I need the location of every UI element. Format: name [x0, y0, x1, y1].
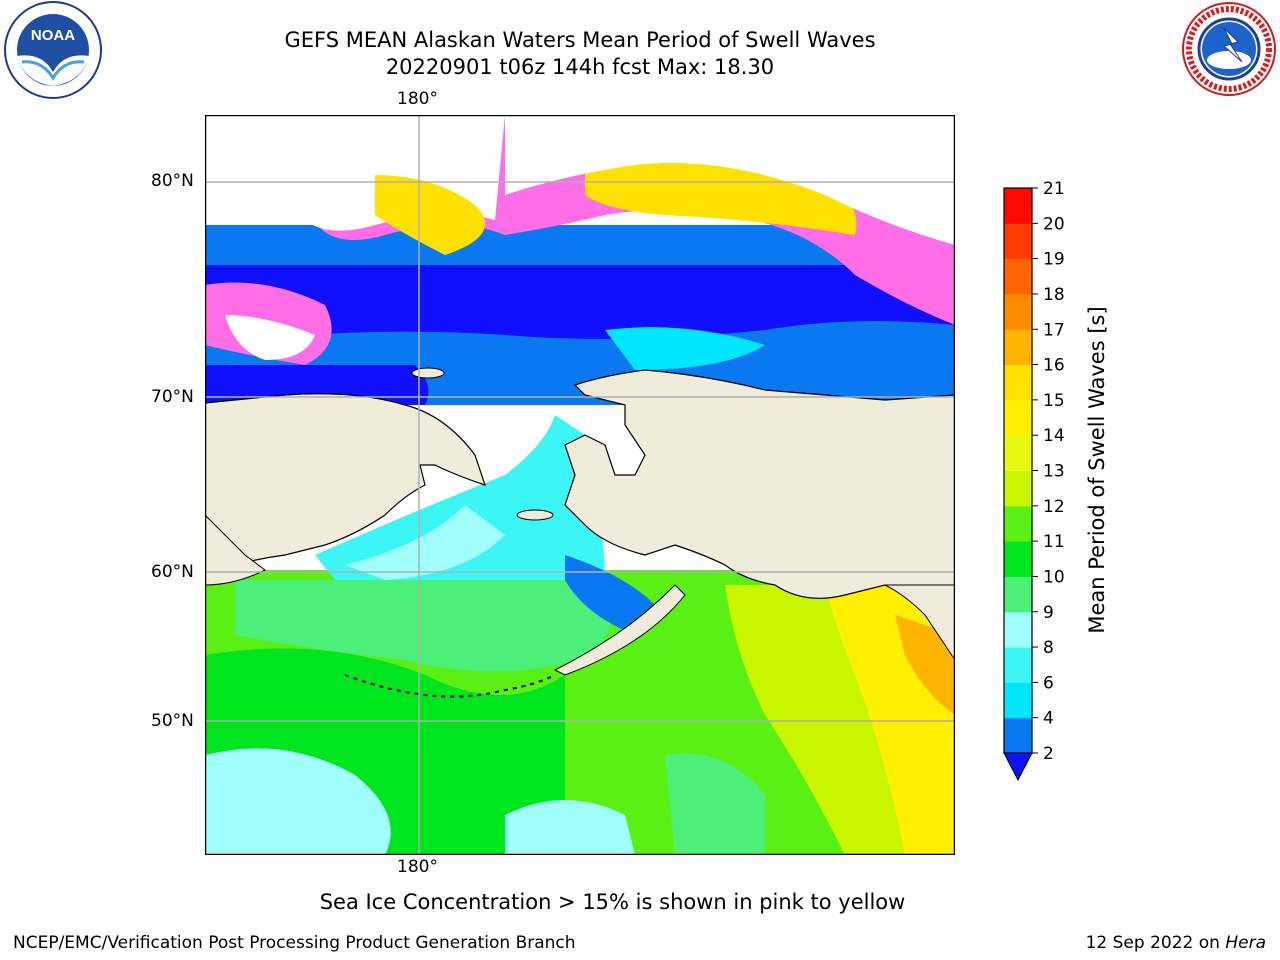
arctic-darkblue-west	[205, 365, 429, 405]
arctic-cyan	[605, 327, 765, 370]
colorbar-block	[1004, 470, 1032, 507]
noaa-logo: NOAA	[4, 1, 102, 99]
colorbar-blocks	[1004, 188, 1032, 754]
colorbar-tick-label: 18	[1043, 285, 1065, 305]
sea-ice-white-wedge	[225, 315, 315, 360]
lon-label-bottom: 180°	[397, 857, 438, 877]
colorbar-tick-label: 19	[1043, 250, 1065, 270]
colorbar-tick-label: 17	[1043, 320, 1065, 340]
colorbar-block	[1004, 505, 1032, 542]
sea-ice-yellow-1	[375, 175, 485, 255]
lat-label-80: 80°N	[151, 171, 194, 191]
colorbar: 21 20 19 18 17 16 15 14 13 12 11 10 9 8 6 4 2	[1003, 179, 1065, 782]
footer-date-text: 12 Sep 2022 on	[1085, 933, 1226, 953]
colorbar-tick-label: 8	[1043, 638, 1054, 658]
ocean-band-cyan-sw	[205, 748, 391, 855]
chart-subtitle: 20220901 t06z 144h fcst Max: 18.30	[385, 55, 775, 79]
colorbar-block	[1004, 435, 1032, 471]
land-canada	[884, 584, 955, 661]
bristol-bay-blue	[565, 555, 655, 635]
bering-sea-green	[235, 580, 613, 672]
bering-sea-lightcyan	[345, 505, 505, 580]
wrangel-island	[411, 367, 445, 379]
colorbar-block	[1004, 329, 1032, 366]
chart-title: GEFS MEAN Alaskan Waters Mean Period of …	[284, 28, 876, 52]
lat-label-70: 70°N	[151, 387, 194, 407]
colorbar-block	[1004, 611, 1032, 648]
colorbar-label: Mean Period of Swell Waves [s]	[1085, 306, 1109, 634]
bering-sea-cyan	[315, 415, 605, 580]
lat-label-60: 60°N	[151, 562, 194, 582]
land-chukotka	[205, 393, 486, 576]
ocean-band-cyan-s	[505, 800, 635, 855]
colorbar-block	[1004, 258, 1032, 295]
colorbar-tick-label: 16	[1043, 356, 1065, 376]
colorbar-tick-label: 10	[1043, 567, 1065, 587]
land-siberia-west	[205, 514, 266, 586]
map-frame	[205, 115, 955, 855]
footer-machine: Hera	[1225, 933, 1266, 953]
map-gridlines	[205, 115, 955, 855]
colorbar-block	[1004, 364, 1032, 401]
colorbar-tick-label: 6	[1043, 673, 1054, 693]
footer-date: 12 Sep 2022 on Hera	[1086, 933, 1266, 953]
map-plot	[205, 115, 955, 855]
colorbar-block	[1004, 223, 1032, 260]
colorbar-block	[1004, 647, 1032, 683]
footer-credit: NCEP/EMC/Verification Post Processing Pr…	[13, 933, 576, 953]
aleutian-islands	[344, 674, 556, 698]
colorbar-tick-label: 14	[1043, 426, 1065, 446]
colorbar-tick-label: 2	[1043, 744, 1054, 764]
colorbar-tick-label: 11	[1043, 532, 1065, 552]
ocean-band-orange	[895, 615, 955, 715]
st-lawrence-island	[516, 509, 554, 521]
sea-ice-white-north	[505, 115, 955, 245]
ocean-band-lightgreen	[665, 753, 765, 855]
colorbar-ticks: 21 20 19 18 17 16 15 14 13 12 11 10 9 8 6 4 2	[1032, 179, 1065, 764]
arctic-darkblue	[205, 265, 955, 345]
lat-label-50: 50°N	[151, 711, 194, 731]
colorbar-tick-label: 13	[1043, 462, 1065, 482]
sea-ice-note: Sea Ice Concentration > 15% is shown in …	[319, 890, 906, 914]
colorbar-block	[1004, 682, 1032, 719]
colorbar-block	[1004, 399, 1032, 436]
colorbar-extend-arrow	[1003, 752, 1033, 782]
land-alaska-peninsula	[553, 584, 686, 676]
colorbar-tick-label: 12	[1043, 497, 1065, 517]
nws-logo	[1182, 2, 1276, 96]
colorbar-block	[1004, 576, 1032, 613]
colorbar-tick-label: 9	[1043, 603, 1054, 623]
colorbar-tick-label: 15	[1043, 391, 1065, 411]
colorbar-block	[1004, 541, 1032, 577]
colorbar-block	[1004, 188, 1032, 224]
colorbar-tick-label: 4	[1043, 709, 1054, 729]
lon-label-top: 180°	[397, 89, 438, 109]
colorbar-block	[1004, 293, 1032, 330]
colorbar-block	[1004, 717, 1032, 754]
colorbar-tick-label: 21	[1043, 179, 1065, 199]
land-alaska	[564, 369, 955, 599]
noaa-logo-text: NOAA	[31, 27, 75, 44]
colorbar-tick-label: 20	[1043, 214, 1065, 234]
